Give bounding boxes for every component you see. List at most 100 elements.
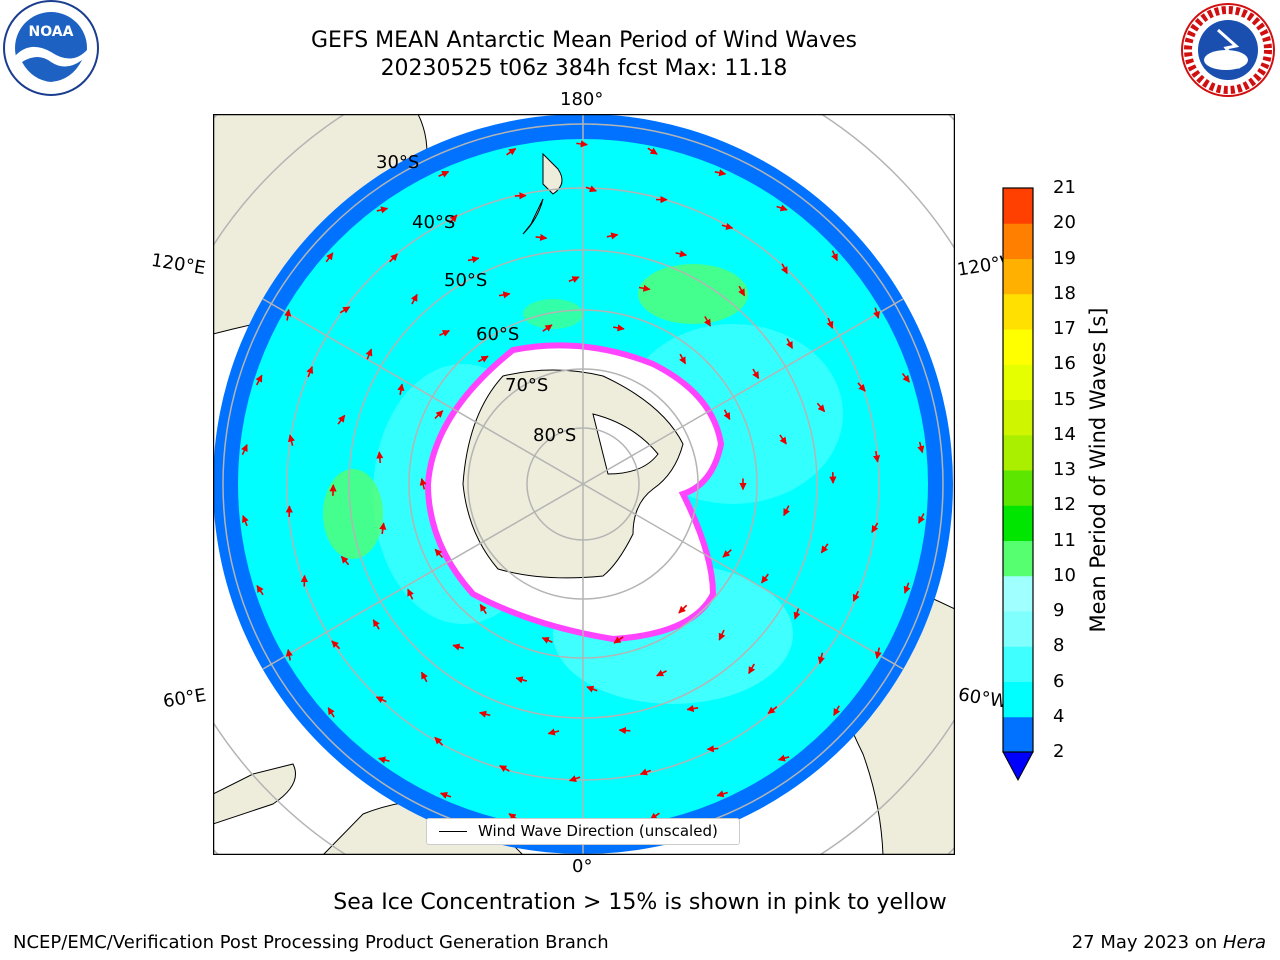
wind-arrow [704,316,712,327]
wind-arrow [439,792,452,799]
wind-arrow [833,705,841,717]
wind-arrow [618,726,631,735]
lat-label-50s: 50°S [444,270,488,291]
wind-arrow [748,663,756,675]
wind-arrow [420,671,428,683]
wind-arrow [647,147,658,155]
wind-arrow [752,368,760,380]
wind-arrow [499,765,510,773]
wind-arrow [434,410,444,420]
lat-label-70s: 70°S [505,375,549,396]
colorbar-tick-label: 20 [1053,212,1076,234]
noaa-logo: NOAA [3,0,99,96]
colorbar-label: Mean Period of Wind Waves [s] [1086,307,1110,633]
wind-arrow [586,685,598,693]
lon-label-0: 0° [572,856,593,877]
wind-arrow [568,276,580,283]
colorbar-tick-label: 9 [1053,600,1065,621]
wind-arrow [542,324,553,332]
colorbar-segment [1003,399,1033,436]
wind-arrow [721,222,734,230]
wind-arrow [287,434,295,446]
wind-arrow [397,383,405,396]
colorbar-segment [1003,575,1033,612]
wind-arrow [852,590,860,602]
wind-arrow [776,204,788,212]
sea-ice-note: Sea Ice Concentration > 15% is shown in … [333,890,947,915]
lon-label-60e: 60°E [161,684,208,713]
wind-arrow [479,603,487,615]
lat-label-40s: 40°S [412,212,456,233]
lat-label-60s: 60°S [476,324,520,345]
colorbar-segment [1003,258,1033,295]
wind-arrow [515,676,528,684]
wind-arrow [467,256,480,264]
wind-arrow [506,147,517,156]
wind-arrow [738,285,746,297]
wind-arrow [873,307,880,319]
wind-arrow [376,206,389,214]
legend-label: Wind Wave Direction (unscaled) [478,822,718,840]
wind-arrow [438,170,450,178]
wind-arrow [780,263,788,275]
wind-arrow [434,736,444,746]
antarctica-land [462,369,684,579]
wind-arrow [448,214,458,224]
wind-arrow [255,374,263,386]
wind-arrow [379,522,387,535]
wind-arrow [722,549,732,558]
colorbar-tick-label: 21 [1053,177,1076,198]
colorbar-tick-label: 19 [1053,247,1076,269]
wind-arrow [613,636,624,644]
wind-arrow [678,604,688,614]
colorbar-segment [1003,293,1033,330]
wind-arrow [783,505,790,517]
wind-arrow [327,707,335,718]
wind-arrow [917,441,925,454]
chart-title: GEFS MEAN Antarctic Mean Period of Wind … [311,28,857,53]
wind-arrow [340,555,350,566]
colorbar-segment [1003,611,1033,647]
colorbar-segment [1003,364,1033,400]
colorbar-tick-label: 2 [1053,741,1065,762]
colorbar-tick-label: 11 [1053,529,1076,551]
wind-arrow [826,317,834,329]
colorbar-segment [1003,434,1033,471]
wind-arrow [786,338,794,349]
wind-arrow [767,706,778,715]
map-frame [213,114,955,855]
wind-arrow [679,353,687,365]
footer-host: Hera [1222,932,1266,953]
wind-arrow [375,696,387,704]
wind-arrow [576,140,588,148]
colorbar-segment [1003,470,1033,506]
colorbar-segment [1003,681,1033,718]
footer-date: 27 May 2023 on Hera [1072,932,1266,953]
colorbar-tick-label: 12 [1053,494,1076,516]
wind-arrow [389,253,398,263]
colorbar [1002,187,1034,782]
lat-label-80s: 80°S [533,425,577,446]
wind-arrow [376,451,384,463]
wind-arrow [793,608,801,620]
wind-arrow [365,348,373,360]
wind-arrow [372,619,380,630]
wind-arrow [547,728,560,736]
wind-arrow [378,756,390,764]
wind-arrow [779,434,787,445]
wind-arrow [816,402,826,413]
footer-date-text: 27 May 2023 on [1071,932,1223,953]
nws-logo [1181,3,1275,97]
wind-arrow [873,450,881,463]
wind-arrow [325,252,334,263]
wind-arrow [857,382,866,392]
wind-arrow [714,169,727,177]
wind-arrow [903,582,911,594]
wind-arrow [639,768,652,776]
colorbar-segment [1003,505,1033,541]
wind-arrow [871,522,879,533]
colorbar-tick-label: 6 [1053,670,1065,692]
colorbar-segment [1003,223,1033,259]
new-zealand-land [522,152,563,235]
wind-arrow [606,232,619,240]
